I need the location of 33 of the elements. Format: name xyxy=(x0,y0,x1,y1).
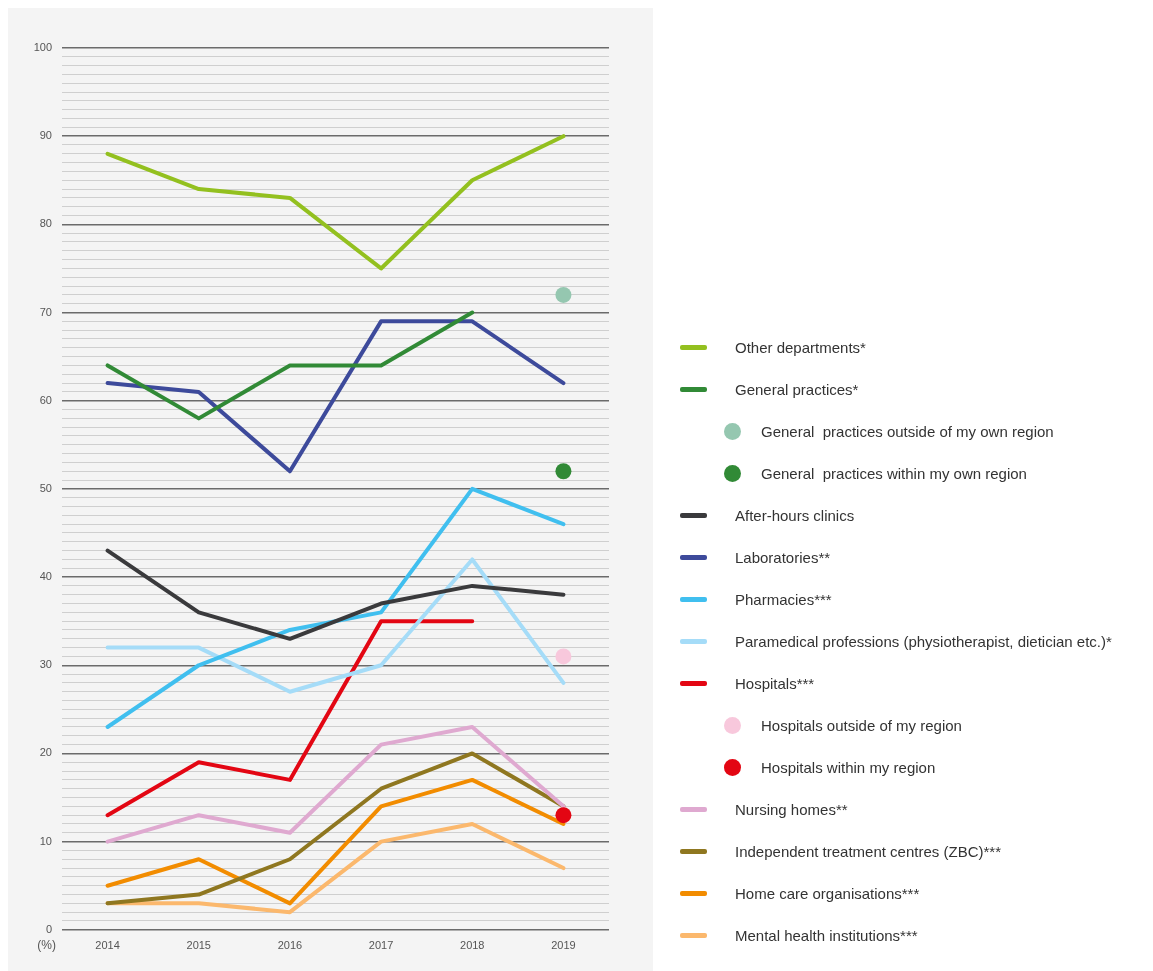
legend-label: General practices within my own region xyxy=(761,464,1027,482)
legend-label: Other departments* xyxy=(735,338,866,356)
legend-label: Pharmacies*** xyxy=(735,590,832,608)
y-tick-label: 80 xyxy=(39,217,52,230)
x-tick-label: 2019 xyxy=(551,939,576,952)
y-tick-label: 100 xyxy=(33,41,52,54)
y-tick-label: 90 xyxy=(39,129,52,142)
x-tick-label: 2016 xyxy=(277,939,303,952)
legend-label: Independent treatment centres (ZBC)*** xyxy=(735,842,1001,860)
y-tick-label: 60 xyxy=(39,393,52,406)
y-tick-label: 20 xyxy=(39,746,52,759)
x-tick-label: 2018 xyxy=(460,939,485,952)
y-tick-label: 0 xyxy=(45,922,52,935)
legend-label: Hospitals outside of my region xyxy=(761,716,962,734)
legend-label: Paramedical professions (physiotherapist, dietician etc.)* xyxy=(735,632,1112,650)
legend-label: Mental health institutions*** xyxy=(735,926,918,944)
y-tick-label: 40 xyxy=(39,570,52,583)
x-tick-label: 2015 xyxy=(186,939,211,952)
legend-label: Home care organisations*** xyxy=(735,884,920,902)
x-tick-label: 2014 xyxy=(95,939,120,952)
legend-label: Hospitals within my region xyxy=(761,758,936,776)
y-axis-title: (%) xyxy=(37,938,56,953)
y-tick-label: 30 xyxy=(39,658,52,671)
y-tick-label: 70 xyxy=(39,305,52,318)
y-tick-label: 50 xyxy=(39,481,52,494)
y-tick-label: 10 xyxy=(39,834,52,847)
legend-label: After-hours clinics xyxy=(735,506,855,524)
legend-label: General practices* xyxy=(735,380,859,398)
legend-label: General practices outside of my own region xyxy=(761,422,1054,440)
legend-label: Laboratories** xyxy=(735,548,831,566)
legend-label: Hospitals*** xyxy=(735,674,815,692)
x-tick-label: 2017 xyxy=(368,939,394,952)
legend-label: Nursing homes** xyxy=(735,800,848,818)
